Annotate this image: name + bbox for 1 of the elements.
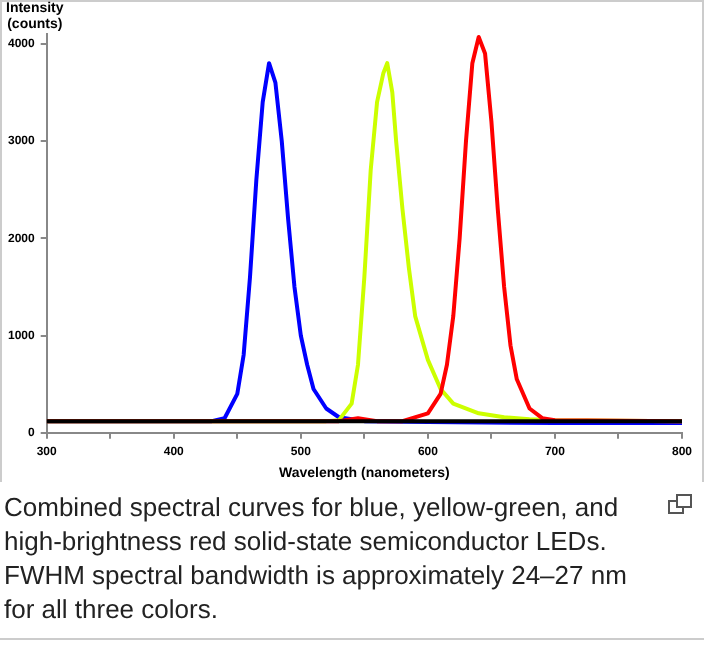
text: Combined spectral curves for blue, yellow-green, and high-brightness red solid-state semiconductor LEDs. FWHM spectral bandwidth is approximately 24–27 nm for all three colors. [4,492,627,624]
